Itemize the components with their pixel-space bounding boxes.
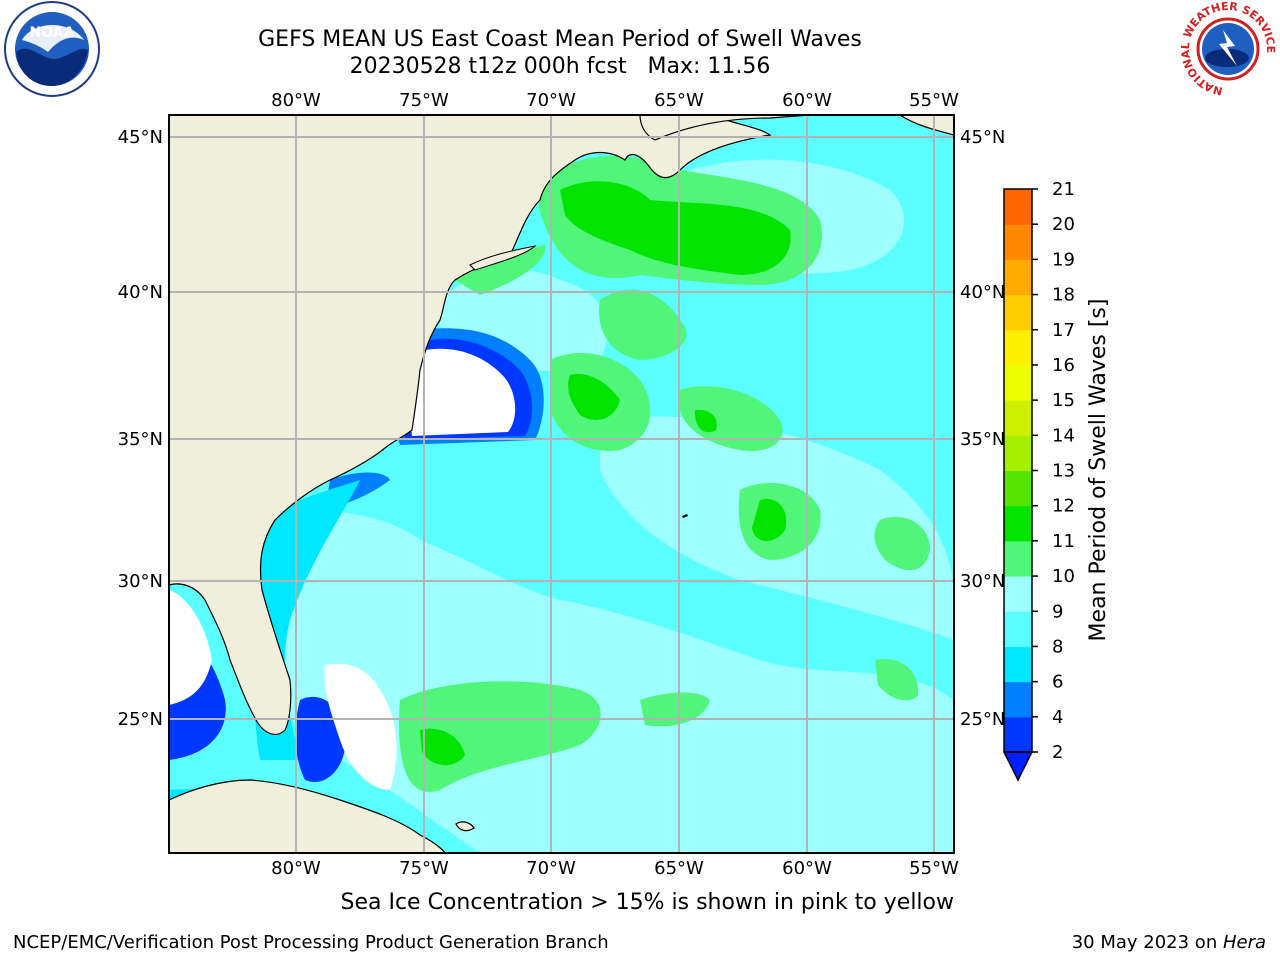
lon-label-top: 65°W [654, 90, 704, 111]
field-11s-bahamas [420, 728, 465, 766]
lon-label-bottom: 70°W [526, 858, 576, 879]
colorbar-tick-label: 20 [1052, 214, 1075, 235]
colorbar-tick-label: 19 [1052, 249, 1075, 270]
colorbar-tick-label: 13 [1052, 461, 1075, 482]
colorbar-label: Mean Period of Swell Waves [s] [1086, 299, 1111, 642]
colorbar-bin [1004, 435, 1032, 471]
colorbar-bin [1004, 540, 1032, 577]
colorbar-bin [1004, 364, 1032, 401]
colorbar-bin [1004, 294, 1032, 331]
colorbar-bin [1004, 400, 1032, 436]
lon-label-top: 75°W [399, 90, 449, 111]
lon-label-bottom: 65°W [654, 858, 704, 879]
field-11s-hatteras [568, 374, 620, 420]
colorbar-tick-label: 18 [1052, 285, 1075, 306]
lat-labels-right: 45°N 40°N 35°N 30°N 25°N [960, 127, 1005, 730]
colorbar-bin [1004, 716, 1032, 753]
field-11s-north [560, 181, 791, 275]
colorbar-tick-label: 16 [1052, 355, 1075, 376]
lon-label-bottom: 75°W [399, 858, 449, 879]
lat-label-right: 45°N [960, 127, 1005, 148]
lon-labels-bottom: 80°W 75°W 70°W 65°W 60°W 55°W [271, 858, 959, 879]
lon-label-top: 80°W [271, 90, 321, 111]
colorbar-tick-label: 4 [1052, 707, 1063, 728]
footer-date-host: 30 May 2023 on Hera [1072, 932, 1266, 953]
colorbar-tick-label: 10 [1052, 566, 1075, 587]
lon-label-top: 70°W [526, 90, 576, 111]
lat-label-right: 40°N [960, 282, 1005, 303]
lon-label-bottom: 60°W [782, 858, 832, 879]
colorbar-bin [1004, 329, 1032, 366]
land-nova-scotia [639, 115, 811, 141]
lat-labels-left: 45°N 40°N 35°N 30°N 25°N [118, 127, 163, 730]
land-newfoundland [898, 115, 954, 136]
field-10s-east-band [640, 692, 710, 727]
nodata-hatteras [411, 348, 516, 436]
land-hispaniola [455, 821, 475, 832]
lon-label-top: 55°W [909, 90, 959, 111]
land-cuba [169, 779, 446, 853]
lon-label-top: 60°W [782, 90, 832, 111]
field-10s-south-ne [599, 289, 687, 360]
colorbar-tick-label: 21 [1052, 179, 1075, 200]
lon-label-bottom: 80°W [271, 858, 321, 879]
footer-date: 30 May 2023 on [1071, 932, 1223, 953]
colorbar-bin [1004, 470, 1032, 507]
field-11s-bermuda [752, 499, 787, 542]
sea-ice-footnote: Sea Ice Concentration > 15% is shown in … [340, 890, 954, 915]
colorbar-bin [1004, 259, 1032, 296]
colorbar-tick-label: 17 [1052, 320, 1075, 341]
lon-label-bottom: 55°W [909, 858, 959, 879]
colorbar-tick-label: 14 [1052, 425, 1075, 446]
field-10s-north-coast [455, 245, 546, 295]
footer-host: Hera [1222, 932, 1266, 953]
colorbar-tick-label: 12 [1052, 496, 1075, 517]
lat-label-right: 25°N [960, 709, 1005, 730]
colorbar-bin [1004, 646, 1032, 683]
nodata-bahamas [324, 663, 397, 790]
lat-label-right: 30°N [960, 571, 1005, 592]
footer-branch-credit: NCEP/EMC/Verification Post Processing Pr… [13, 932, 609, 953]
lon-labels-top: 80°W 75°W 70°W 65°W 60°W 55°W [271, 90, 959, 111]
map-field-layer [169, 115, 954, 853]
map-frame [168, 114, 955, 854]
colorbar-tick-label: 6 [1052, 672, 1063, 693]
lat-label-left: 45°N [118, 127, 163, 148]
lat-label-left: 30°N [118, 571, 163, 592]
map-title-line2: 20230528 t12z 000h fcst Max: 11.56 [349, 54, 771, 79]
map-title-line1: GEFS MEAN US East Coast Mean Period of S… [258, 27, 862, 52]
noaa-logo-icon: NOAA [4, 1, 100, 97]
lat-label-right: 35°N [960, 429, 1005, 450]
colorbar-bin [1004, 189, 1032, 225]
land-north-america [169, 115, 772, 735]
colorbar-tick-label: 9 [1052, 601, 1063, 622]
nws-logo-icon: NATIONAL WEATHER SERVICE [1179, 0, 1277, 98]
lat-label-left: 35°N [118, 429, 163, 450]
colorbar-tick-label: 8 [1052, 636, 1063, 657]
lat-label-left: 25°N [118, 709, 163, 730]
colorbar: 2 4 6 8 9 10 11 12 13 14 15 16 17 18 19 20 21 [1002, 179, 1075, 782]
noaa-logo-text: NOAA [30, 25, 75, 41]
field-10s-far-east [874, 516, 930, 571]
field-10s-mid-east [680, 386, 783, 451]
colorbar-underflow [1002, 751, 1034, 782]
colorbar-tick-label: 2 [1052, 742, 1063, 763]
colorbar-bin [1004, 505, 1032, 542]
colorbar-bin [1004, 576, 1032, 612]
land-bermuda [682, 514, 688, 518]
graticule [169, 115, 954, 853]
colorbar-bin [1004, 224, 1032, 260]
colorbar-tick-label: 15 [1052, 390, 1075, 411]
field-10s-southeast [875, 659, 919, 701]
land-long-island [469, 245, 537, 271]
lat-label-left: 40°N [118, 282, 163, 303]
colorbar-tick-label: 11 [1052, 531, 1075, 552]
colorbar-bin [1004, 681, 1032, 718]
nodata-gulf [169, 590, 212, 705]
colorbar-bin [1004, 611, 1032, 647]
field-11s-mid [694, 409, 717, 433]
